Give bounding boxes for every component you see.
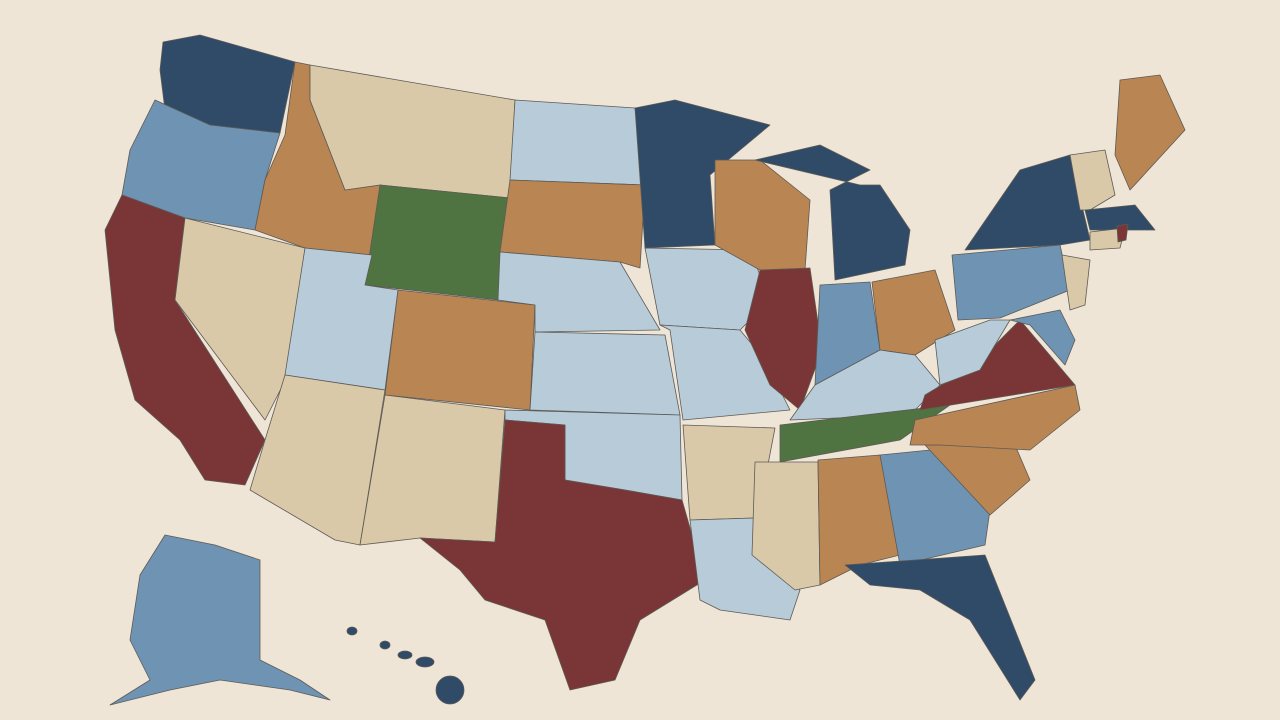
south-dakota (499, 179, 646, 269)
arizona (249, 374, 386, 546)
hawaii-maui (415, 656, 435, 668)
hawaii-niihau (346, 626, 358, 636)
massachusetts (1084, 204, 1156, 231)
maryland (1009, 309, 1076, 366)
wyoming (364, 184, 511, 301)
new-mexico (359, 394, 506, 546)
connecticut (1089, 227, 1126, 251)
michigan (754, 144, 911, 281)
pennsylvania (951, 244, 1071, 321)
vermont-new-hampshire (1069, 149, 1116, 211)
missouri (659, 324, 791, 421)
mississippi (751, 461, 821, 591)
tennessee (779, 404, 951, 463)
north-dakota (509, 99, 646, 186)
florida (844, 554, 1036, 701)
states (104, 34, 1186, 706)
kansas (529, 331, 681, 416)
alaska (109, 534, 331, 706)
maine (1114, 74, 1186, 191)
alabama (817, 454, 901, 586)
hawaii-island (435, 675, 465, 705)
texas (419, 419, 706, 691)
colorado (384, 289, 536, 411)
georgia (879, 449, 991, 566)
nevada (174, 217, 306, 421)
west-virginia (934, 319, 1011, 386)
new-jersey (1061, 254, 1091, 311)
hawaii-oahu (397, 650, 413, 660)
rhode-island (1116, 223, 1129, 243)
hawaii-kauai (379, 640, 391, 650)
